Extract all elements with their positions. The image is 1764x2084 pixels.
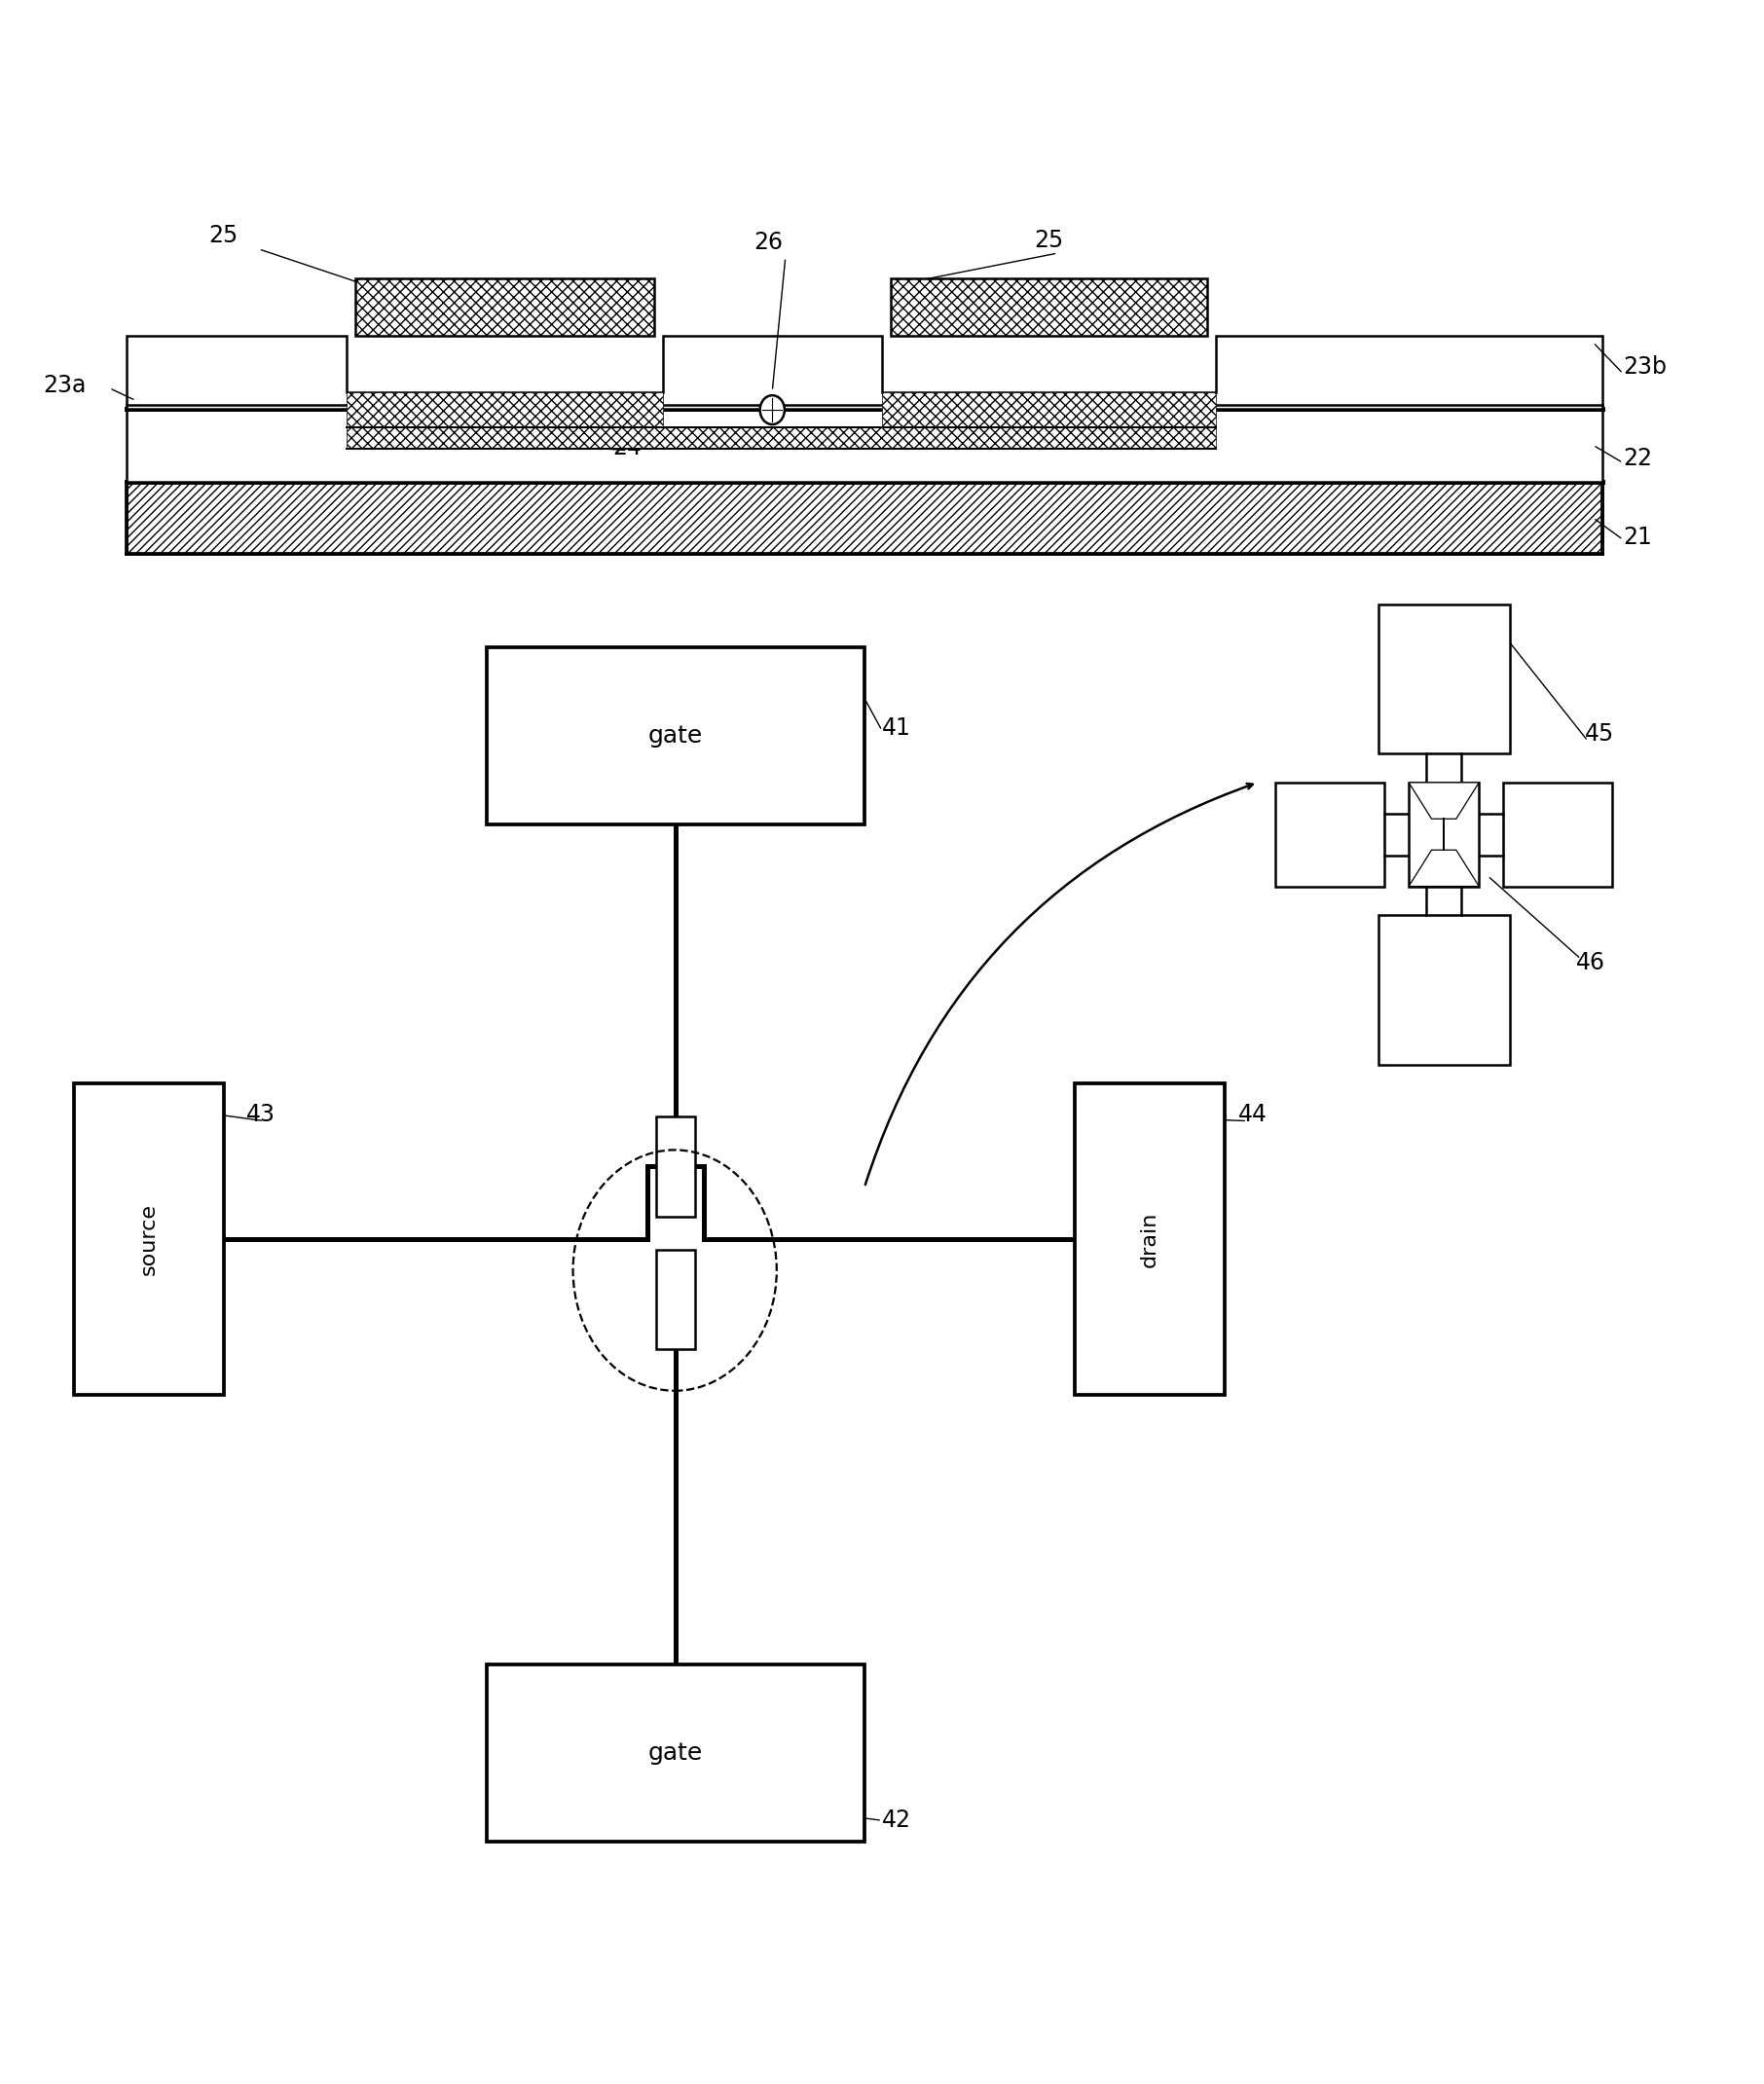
Text: 26: 26	[753, 231, 783, 254]
Text: source: source	[139, 1202, 159, 1275]
Text: gate: gate	[649, 723, 704, 748]
Bar	[882, 392, 1215, 427]
Text: drain: drain	[1140, 1211, 1159, 1267]
Bar	[1074, 1084, 1224, 1394]
Bar	[127, 481, 1602, 554]
Bar	[1378, 915, 1510, 1065]
Bar	[1503, 782, 1612, 886]
Text: 45: 45	[1584, 723, 1614, 746]
Text: gate: gate	[649, 1742, 704, 1765]
Bar	[656, 1117, 695, 1217]
Bar	[487, 648, 864, 823]
Polygon shape	[1409, 782, 1478, 819]
Text: 41: 41	[882, 717, 910, 740]
Bar	[1275, 782, 1385, 886]
Bar	[74, 1084, 224, 1394]
Bar	[1378, 604, 1510, 754]
Bar	[656, 1250, 695, 1348]
Text: 24: 24	[612, 436, 642, 458]
Polygon shape	[1409, 850, 1478, 886]
Text: 23b: 23b	[1623, 354, 1667, 379]
Bar	[346, 427, 1215, 448]
Bar	[127, 408, 1602, 481]
Bar	[487, 1665, 864, 1842]
Text: 43: 43	[247, 1102, 275, 1125]
Text: 23a: 23a	[42, 373, 86, 398]
Text: 42: 42	[882, 1809, 912, 1832]
Polygon shape	[127, 336, 1602, 408]
Text: 25: 25	[208, 225, 238, 248]
Bar	[346, 392, 663, 427]
Text: 21: 21	[1623, 525, 1653, 548]
Text: 22: 22	[1623, 446, 1653, 469]
Bar	[1409, 782, 1478, 886]
Circle shape	[760, 396, 785, 425]
Bar	[355, 277, 654, 336]
Text: 25: 25	[1034, 229, 1064, 252]
Text: 46: 46	[1575, 950, 1605, 973]
Bar	[891, 277, 1207, 336]
Text: 44: 44	[1238, 1102, 1268, 1125]
